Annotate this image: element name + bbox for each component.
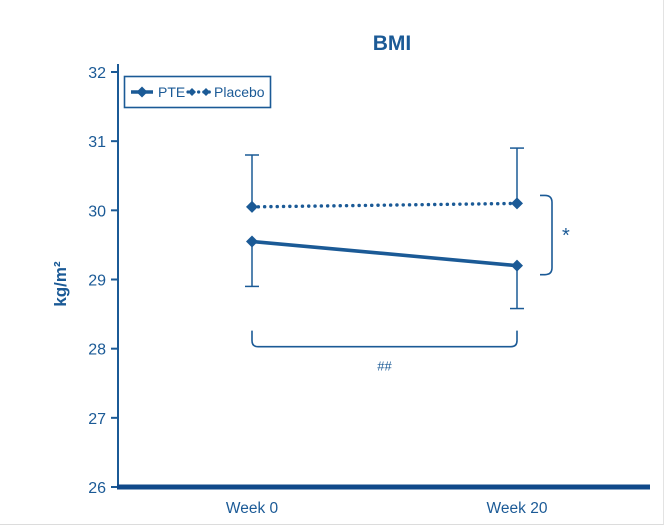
bmi-line-chart: BMI kg/m² 26 27 28 29 30 31 32 Week 0 Week 20 P… (0, 0, 664, 525)
series-marker-pte (511, 260, 523, 272)
y-tick-label: 26 (88, 480, 106, 497)
y-axis-label: kg/m² (51, 261, 70, 307)
x-tick-label: Week 20 (487, 500, 548, 517)
chart-title: BMI (373, 32, 412, 55)
series-marker-pte (246, 235, 258, 247)
significance-hash-label: ## (377, 359, 392, 374)
y-tick-label: 32 (88, 65, 106, 82)
data-series (246, 197, 523, 271)
legend-label-placebo: Placebo (214, 84, 265, 100)
annotations: * ## (252, 195, 570, 373)
y-tick-label: 29 (88, 273, 106, 290)
y-tick-label: 30 (88, 203, 106, 220)
legend: PTE Placebo (125, 77, 271, 108)
y-tick-label: 31 (88, 134, 106, 151)
chart-container: BMI kg/m² 26 27 28 29 30 31 32 Week 0 Week 20 P… (0, 0, 664, 525)
series-line-placebo (252, 203, 517, 206)
series-marker-placebo (511, 197, 523, 209)
series-marker-placebo (246, 201, 258, 213)
significance-star-label: * (562, 225, 570, 247)
y-axis: 26 27 28 29 30 31 32 (88, 64, 118, 497)
bottom-significance-bracket (252, 331, 517, 347)
legend-label-pte: PTE (158, 84, 185, 100)
series-line-pte (252, 241, 517, 265)
x-axis: Week 0 Week 20 (117, 487, 650, 517)
right-significance-bracket (540, 195, 552, 274)
x-tick-label: Week 0 (226, 500, 279, 517)
y-tick-label: 27 (88, 411, 106, 428)
y-tick-label: 28 (88, 342, 106, 359)
error-bars (245, 148, 524, 308)
